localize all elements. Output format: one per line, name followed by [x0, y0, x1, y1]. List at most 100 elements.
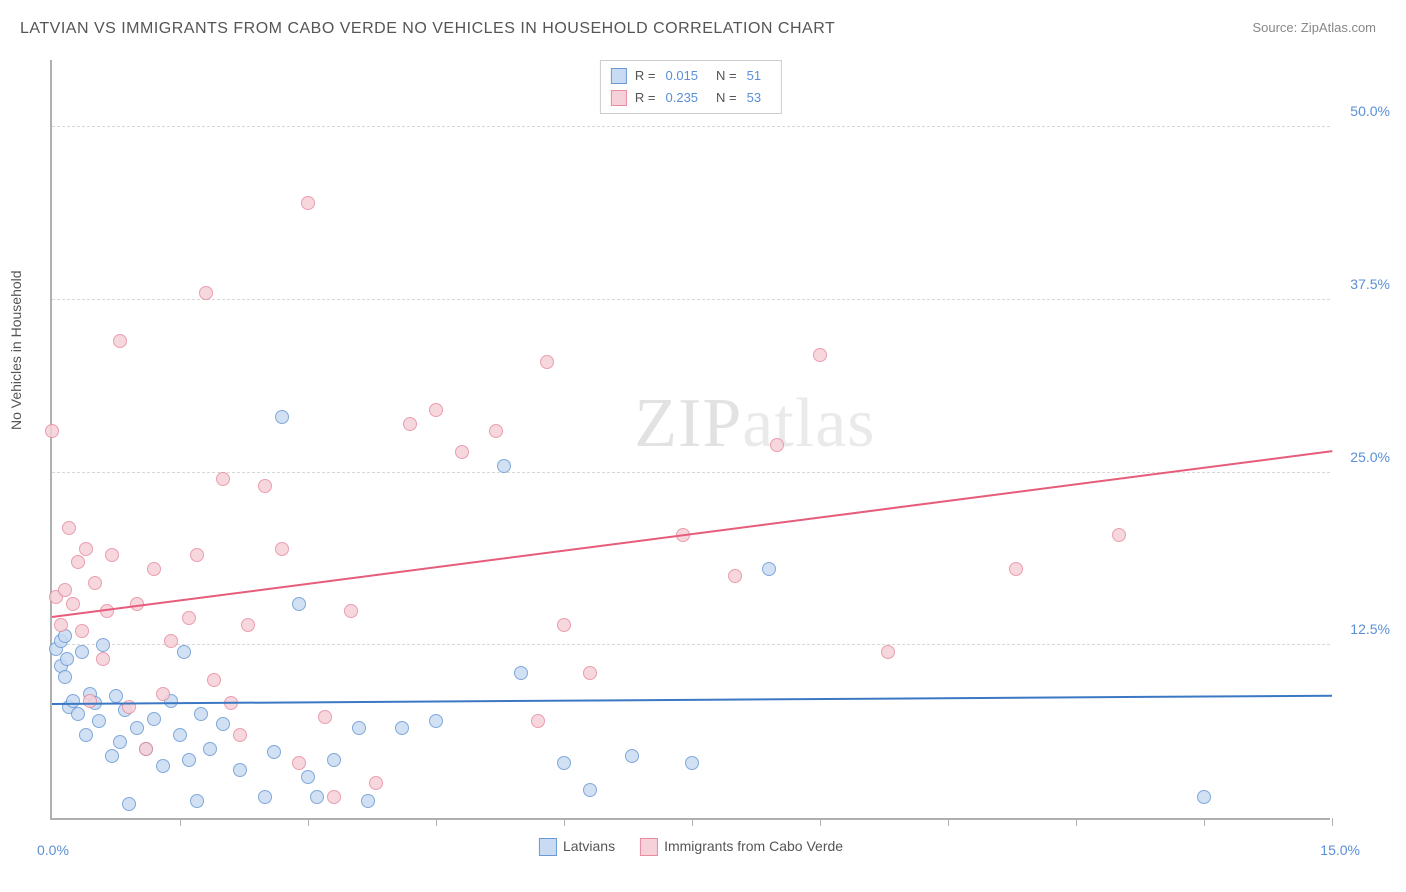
y-tick-label: 12.5% [1335, 621, 1390, 637]
data-point [92, 714, 106, 728]
data-point [194, 707, 208, 721]
data-point [66, 694, 80, 708]
x-tick [692, 818, 693, 826]
data-point [190, 548, 204, 562]
stats-legend: R =0.015N =51R =0.235N =53 [600, 60, 782, 114]
data-point [514, 666, 528, 680]
data-point [813, 348, 827, 362]
data-point [58, 670, 72, 684]
r-label: R = [635, 87, 656, 109]
x-tick [1204, 818, 1205, 826]
data-point [489, 424, 503, 438]
n-value: 53 [747, 87, 761, 109]
data-point [301, 770, 315, 784]
data-point [455, 445, 469, 459]
data-point [770, 438, 784, 452]
data-point [762, 562, 776, 576]
data-point [258, 479, 272, 493]
data-point [199, 286, 213, 300]
data-point [497, 459, 511, 473]
data-point [1112, 528, 1126, 542]
data-point [156, 687, 170, 701]
x-tick [564, 818, 565, 826]
series-legend: Latvians Immigrants from Cabo Verde [539, 838, 843, 856]
data-point [173, 728, 187, 742]
data-point [395, 721, 409, 735]
x-tick [820, 818, 821, 826]
watermark: ZIPatlas [634, 384, 875, 464]
x-tick [308, 818, 309, 826]
data-point [54, 618, 68, 632]
x-axis-max-label: 15.0% [1320, 842, 1360, 858]
data-point [216, 717, 230, 731]
data-point [96, 652, 110, 666]
data-point [429, 403, 443, 417]
x-tick [180, 818, 181, 826]
data-point [1197, 790, 1211, 804]
data-point [361, 794, 375, 808]
y-tick-label: 25.0% [1335, 449, 1390, 465]
x-axis-min-label: 0.0% [37, 842, 69, 858]
data-point [66, 597, 80, 611]
stats-legend-row: R =0.015N =51 [611, 65, 771, 87]
data-point [147, 712, 161, 726]
grid-line [52, 472, 1330, 473]
data-point [275, 542, 289, 556]
data-point [190, 794, 204, 808]
data-point [139, 742, 153, 756]
data-point [113, 735, 127, 749]
n-label: N = [716, 65, 737, 87]
data-point [88, 576, 102, 590]
data-point [130, 721, 144, 735]
data-point [267, 745, 281, 759]
watermark-thin: atlas [742, 385, 875, 462]
x-tick [948, 818, 949, 826]
legend-swatch [640, 838, 658, 856]
source-label: Source: ZipAtlas.com [1252, 20, 1376, 35]
data-point [429, 714, 443, 728]
chart-container: LATVIAN VS IMMIGRANTS FROM CABO VERDE NO… [0, 0, 1406, 892]
data-point [233, 763, 247, 777]
data-point [60, 652, 74, 666]
legend-swatch [611, 68, 627, 84]
legend-item: Immigrants from Cabo Verde [640, 838, 843, 856]
data-point [79, 542, 93, 556]
data-point [327, 753, 341, 767]
data-point [147, 562, 161, 576]
data-point [310, 790, 324, 804]
x-tick [1076, 818, 1077, 826]
data-point [258, 790, 272, 804]
data-point [156, 759, 170, 773]
x-tick [1332, 818, 1333, 826]
data-point [105, 749, 119, 763]
data-point [318, 710, 332, 724]
data-point [105, 548, 119, 562]
data-point [292, 597, 306, 611]
legend-label: Immigrants from Cabo Verde [664, 838, 843, 854]
data-point [96, 638, 110, 652]
data-point [557, 756, 571, 770]
data-point [344, 604, 358, 618]
data-point [301, 196, 315, 210]
data-point [233, 728, 247, 742]
data-point [83, 694, 97, 708]
data-point [58, 583, 72, 597]
data-point [1009, 562, 1023, 576]
data-point [71, 707, 85, 721]
data-point [164, 634, 178, 648]
data-point [113, 334, 127, 348]
grid-line [52, 299, 1330, 300]
data-point [62, 521, 76, 535]
data-point [275, 410, 289, 424]
data-point [557, 618, 571, 632]
y-tick-label: 50.0% [1335, 103, 1390, 119]
trend-line [52, 694, 1332, 704]
plot-area: ZIPatlas R =0.015N =51R =0.235N =53 0.0%… [50, 60, 1330, 820]
n-value: 51 [747, 65, 761, 87]
legend-item: Latvians [539, 838, 615, 856]
watermark-bold: ZIP [634, 385, 742, 462]
y-axis-label: No Vehicles in Household [8, 270, 24, 430]
data-point [182, 753, 196, 767]
data-point [583, 666, 597, 680]
data-point [403, 417, 417, 431]
